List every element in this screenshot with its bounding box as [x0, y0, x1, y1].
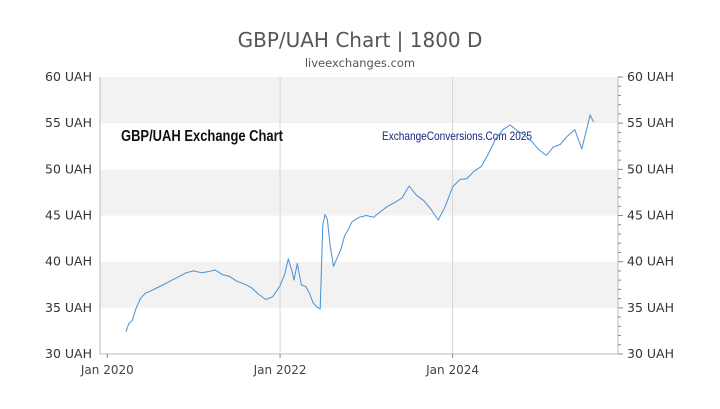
y-tick-label-left: 60 UAH	[45, 69, 92, 84]
plot-band	[100, 215, 618, 262]
plot-background-bands	[100, 77, 618, 354]
inner-chart-title: GBP/UAH Exchange Chart	[121, 128, 284, 145]
chart-title: GBP/UAH Chart | 1800 D	[238, 28, 483, 52]
y-tick-label-right: 35 UAH	[627, 300, 674, 315]
x-axis-ticks: Jan 2020 Jan 2022 Jan 2024	[80, 354, 479, 377]
left-y-axis-ticks: 30 UAH 35 UAH 40 UAH 45 UAH 50 UAH 55 UAH 60 U…	[45, 69, 92, 361]
y-tick-label-right: 40 UAH	[627, 254, 674, 269]
vertical-gridlines	[279, 77, 454, 354]
y-tick-label-left: 40 UAH	[45, 254, 92, 269]
x-tick-label: Jan 2024	[425, 363, 479, 377]
y-tick-label-left: 50 UAH	[45, 161, 92, 176]
plot-band	[100, 261, 618, 308]
y-tick-label-right: 60 UAH	[627, 69, 674, 84]
y-tick-label-right: 45 UAH	[627, 208, 674, 223]
plot-band	[100, 169, 618, 216]
plot-band	[100, 77, 618, 124]
y-tick-label-left: 45 UAH	[45, 208, 92, 223]
plot-band	[100, 307, 618, 354]
right-y-axis-ticks: 30 UAH 35 UAH 40 UAH 45 UAH 50 UAH 55 UAH 60 U…	[618, 69, 674, 361]
x-tick-label: Jan 2022	[253, 363, 307, 377]
y-tick-label-left: 55 UAH	[45, 115, 92, 130]
series-line-gbp-uah	[125, 114, 595, 332]
y-tick-label-left: 35 UAH	[45, 300, 92, 315]
chart-subtitle: liveexchanges.com	[305, 56, 415, 70]
y-tick-label-right: 30 UAH	[627, 346, 674, 361]
watermark-text: ExchangeConversions.Com 2025	[382, 129, 532, 143]
x-tick-label: Jan 2020	[80, 363, 134, 377]
y-tick-label-right: 55 UAH	[627, 115, 674, 130]
y-tick-label-right: 50 UAH	[627, 161, 674, 176]
y-tick-label-left: 30 UAH	[45, 346, 92, 361]
plot-band	[100, 123, 618, 170]
